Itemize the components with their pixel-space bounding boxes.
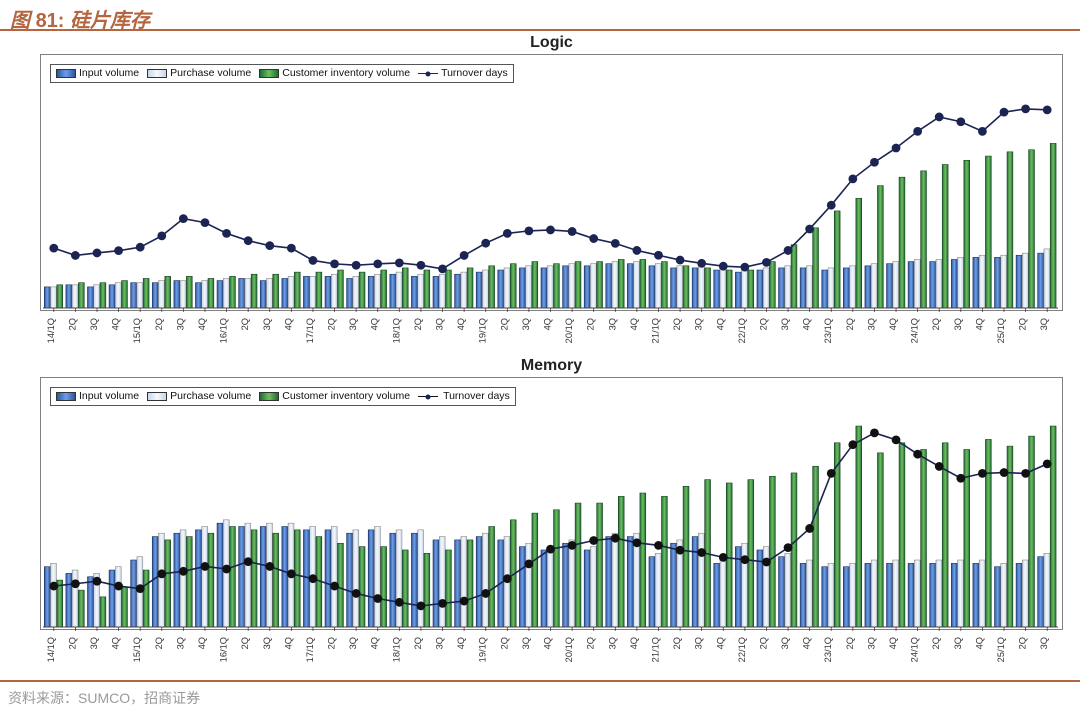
svg-text:21/1Q: 21/1Q: [650, 318, 660, 343]
svg-text:2Q: 2Q: [154, 637, 164, 649]
svg-text:3Q: 3Q: [866, 637, 876, 649]
svg-text:3Q: 3Q: [521, 637, 531, 649]
svg-text:17/1Q: 17/1Q: [305, 637, 315, 662]
svg-text:16/1Q: 16/1Q: [219, 637, 229, 662]
svg-text:25/1Q: 25/1Q: [996, 637, 1006, 662]
svg-text:2Q: 2Q: [758, 637, 768, 649]
svg-text:15/1Q: 15/1Q: [132, 318, 142, 343]
svg-text:2Q: 2Q: [67, 637, 77, 649]
svg-text:14/1Q: 14/1Q: [46, 637, 56, 662]
svg-text:22/1Q: 22/1Q: [737, 637, 747, 662]
svg-text:20/1Q: 20/1Q: [564, 318, 574, 343]
svg-text:4Q: 4Q: [456, 637, 466, 649]
svg-text:2Q: 2Q: [240, 637, 250, 649]
svg-text:17/1Q: 17/1Q: [305, 318, 315, 343]
svg-text:20/1Q: 20/1Q: [564, 637, 574, 662]
svg-text:19/1Q: 19/1Q: [478, 637, 488, 662]
svg-text:3Q: 3Q: [89, 318, 99, 330]
svg-text:3Q: 3Q: [175, 637, 185, 649]
svg-text:4Q: 4Q: [802, 637, 812, 649]
svg-text:4Q: 4Q: [111, 637, 121, 649]
svg-text:19/1Q: 19/1Q: [478, 318, 488, 343]
svg-text:3Q: 3Q: [435, 318, 445, 330]
svg-text:16/1Q: 16/1Q: [219, 318, 229, 343]
svg-text:3Q: 3Q: [262, 318, 272, 330]
svg-text:3Q: 3Q: [780, 637, 790, 649]
svg-text:14/1Q: 14/1Q: [46, 318, 56, 343]
svg-text:2Q: 2Q: [586, 318, 596, 330]
svg-text:3Q: 3Q: [780, 318, 790, 330]
svg-text:2Q: 2Q: [672, 637, 682, 649]
svg-text:4Q: 4Q: [456, 318, 466, 330]
svg-text:3Q: 3Q: [262, 637, 272, 649]
svg-text:2Q: 2Q: [413, 637, 423, 649]
svg-text:3Q: 3Q: [607, 637, 617, 649]
svg-text:3Q: 3Q: [1039, 318, 1049, 330]
svg-text:3Q: 3Q: [348, 318, 358, 330]
svg-text:23/1Q: 23/1Q: [823, 318, 833, 343]
svg-text:2Q: 2Q: [1018, 318, 1028, 330]
svg-text:2Q: 2Q: [499, 318, 509, 330]
svg-text:2Q: 2Q: [1018, 637, 1028, 649]
svg-text:4Q: 4Q: [543, 637, 553, 649]
svg-text:4Q: 4Q: [888, 318, 898, 330]
svg-text:4Q: 4Q: [715, 318, 725, 330]
svg-text:4Q: 4Q: [715, 637, 725, 649]
svg-text:3Q: 3Q: [866, 318, 876, 330]
svg-text:24/1Q: 24/1Q: [910, 318, 920, 343]
svg-text:4Q: 4Q: [111, 318, 121, 330]
svg-text:4Q: 4Q: [888, 637, 898, 649]
svg-text:2Q: 2Q: [931, 637, 941, 649]
svg-text:23/1Q: 23/1Q: [823, 637, 833, 662]
svg-text:4Q: 4Q: [629, 318, 639, 330]
svg-text:21/1Q: 21/1Q: [650, 637, 660, 662]
svg-text:3Q: 3Q: [694, 637, 704, 649]
svg-text:2Q: 2Q: [758, 318, 768, 330]
svg-text:3Q: 3Q: [435, 637, 445, 649]
svg-text:2Q: 2Q: [672, 318, 682, 330]
svg-text:15/1Q: 15/1Q: [132, 637, 142, 662]
svg-text:22/1Q: 22/1Q: [737, 318, 747, 343]
svg-text:2Q: 2Q: [67, 318, 77, 330]
svg-text:3Q: 3Q: [953, 637, 963, 649]
svg-text:2Q: 2Q: [413, 318, 423, 330]
svg-text:4Q: 4Q: [283, 637, 293, 649]
svg-text:4Q: 4Q: [974, 637, 984, 649]
svg-text:3Q: 3Q: [521, 318, 531, 330]
svg-text:3Q: 3Q: [175, 318, 185, 330]
svg-text:2Q: 2Q: [240, 318, 250, 330]
svg-text:3Q: 3Q: [953, 318, 963, 330]
svg-text:2Q: 2Q: [499, 637, 509, 649]
svg-text:2Q: 2Q: [327, 318, 337, 330]
svg-text:4Q: 4Q: [370, 637, 380, 649]
svg-text:24/1Q: 24/1Q: [910, 637, 920, 662]
svg-text:3Q: 3Q: [1039, 637, 1049, 649]
svg-text:2Q: 2Q: [154, 318, 164, 330]
svg-text:4Q: 4Q: [197, 318, 207, 330]
svg-text:4Q: 4Q: [543, 318, 553, 330]
svg-text:4Q: 4Q: [629, 637, 639, 649]
svg-text:2Q: 2Q: [845, 318, 855, 330]
svg-text:3Q: 3Q: [694, 318, 704, 330]
svg-text:4Q: 4Q: [370, 318, 380, 330]
svg-text:3Q: 3Q: [607, 318, 617, 330]
svg-text:2Q: 2Q: [931, 318, 941, 330]
svg-text:18/1Q: 18/1Q: [391, 637, 401, 662]
svg-text:2Q: 2Q: [327, 637, 337, 649]
svg-text:4Q: 4Q: [974, 318, 984, 330]
svg-text:18/1Q: 18/1Q: [391, 318, 401, 343]
svg-text:4Q: 4Q: [197, 637, 207, 649]
svg-text:4Q: 4Q: [802, 318, 812, 330]
svg-text:3Q: 3Q: [89, 637, 99, 649]
svg-text:2Q: 2Q: [586, 637, 596, 649]
svg-text:25/1Q: 25/1Q: [996, 318, 1006, 343]
svg-text:2Q: 2Q: [845, 637, 855, 649]
svg-text:3Q: 3Q: [348, 637, 358, 649]
svg-text:4Q: 4Q: [283, 318, 293, 330]
